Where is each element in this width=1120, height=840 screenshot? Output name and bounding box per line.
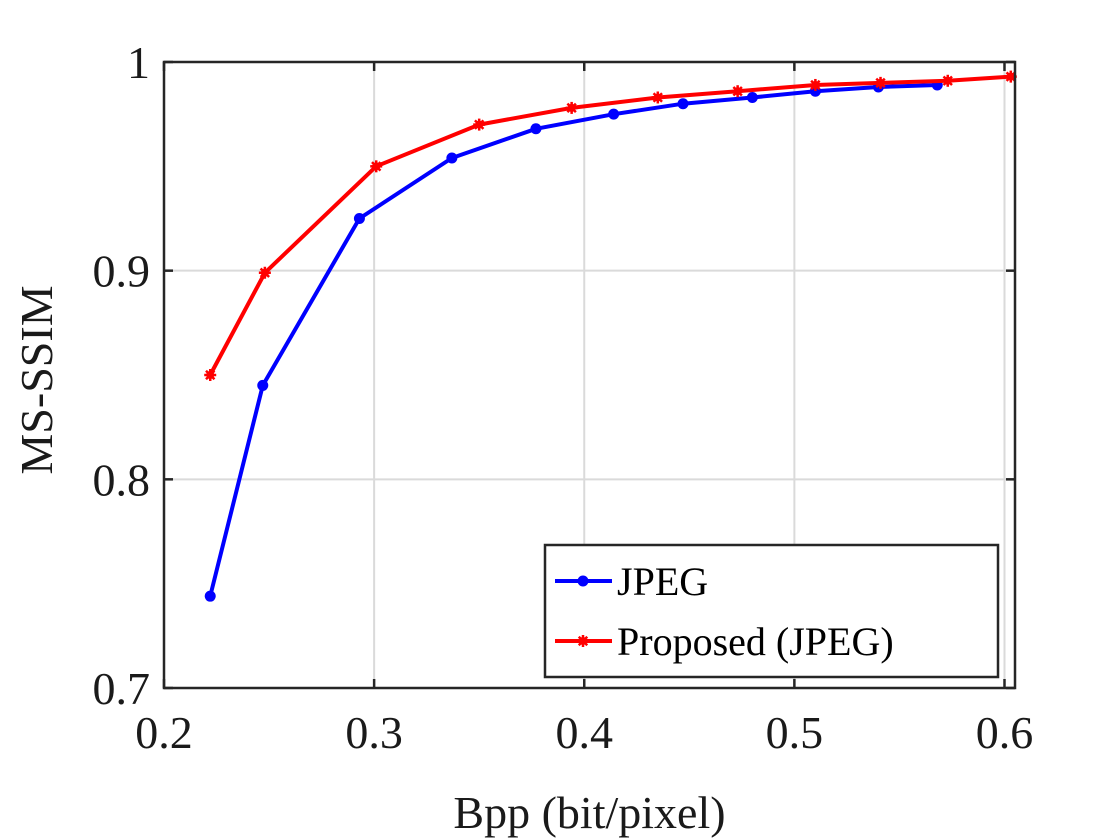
legend: JPEG Proposed (JPEG) xyxy=(543,543,1000,679)
marker-star-core xyxy=(1006,72,1015,81)
marker-star-core xyxy=(943,76,952,85)
y-tick-label: 0.8 xyxy=(93,454,151,505)
data-point xyxy=(941,74,954,87)
data-point xyxy=(809,78,822,91)
x-tick-label: 0.4 xyxy=(555,707,613,758)
series-line xyxy=(208,83,938,597)
marker-star-core xyxy=(811,80,820,89)
data-point xyxy=(608,108,620,120)
data-point xyxy=(651,91,664,104)
x-axis-title: Bpp (bit/pixel) xyxy=(453,787,725,838)
series-0 xyxy=(204,79,943,602)
series-layer xyxy=(204,70,1017,602)
axis-ticks: 0.2 0.3 0.4 0.5 0.6 0.7 0.8 0.9 1 xyxy=(93,37,1034,758)
series-line xyxy=(208,74,1011,376)
y-tick-label: 0.7 xyxy=(93,663,151,714)
data-point xyxy=(370,160,383,173)
data-point xyxy=(746,91,758,103)
data-point xyxy=(353,213,365,224)
x-tick-label: 0.2 xyxy=(135,707,193,758)
marker-star-core xyxy=(206,371,215,379)
data-point xyxy=(565,101,578,114)
data-point xyxy=(731,85,744,98)
marker-star-core xyxy=(372,162,381,171)
legend-swatch-marker xyxy=(577,575,589,587)
data-point xyxy=(677,98,689,110)
marker-star-core xyxy=(475,120,484,129)
grid xyxy=(164,62,1015,688)
y-tick-label: 0.9 xyxy=(93,246,151,297)
series-1 xyxy=(204,70,1017,381)
marker-star-core xyxy=(876,78,885,87)
x-tick-label: 0.5 xyxy=(766,707,824,758)
data-point xyxy=(257,379,269,391)
plot-frame xyxy=(162,60,1017,690)
data-point xyxy=(204,369,217,381)
legend-box xyxy=(543,543,1000,679)
data-point xyxy=(874,76,887,89)
y-tick-label: 1 xyxy=(127,37,150,88)
legend-entry-1: Proposed (JPEG) xyxy=(555,619,894,664)
data-point xyxy=(473,118,486,131)
data-point xyxy=(258,266,271,279)
data-point xyxy=(1004,70,1017,83)
data-point xyxy=(446,152,458,164)
marker-star-core xyxy=(733,87,742,96)
data-point xyxy=(204,590,216,602)
x-tick-label: 0.3 xyxy=(345,707,403,758)
marker-star-core xyxy=(260,268,269,277)
x-tick-label: 0.6 xyxy=(976,707,1034,758)
data-point xyxy=(530,123,542,135)
marker-star-core xyxy=(653,93,662,102)
marker-star-core xyxy=(567,103,576,112)
legend-entry-0: JPEG xyxy=(555,559,708,604)
legend-swatch-marker xyxy=(577,635,589,647)
legend-items: JPEG Proposed (JPEG) xyxy=(555,559,894,664)
legend-label: JPEG xyxy=(617,559,708,604)
marker-star-core xyxy=(579,637,587,645)
y-axis-title: MS-SSIM xyxy=(11,285,62,474)
legend-label: Proposed (JPEG) xyxy=(617,619,894,664)
